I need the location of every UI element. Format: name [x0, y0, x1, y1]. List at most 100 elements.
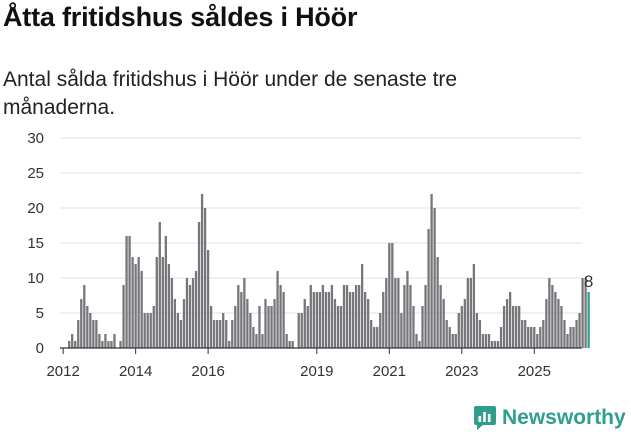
y-tick-label: 30 [27, 130, 44, 147]
bar [270, 306, 273, 348]
bar [545, 299, 548, 348]
bar [285, 334, 288, 348]
bar [219, 320, 222, 348]
bar-latest [587, 292, 590, 348]
bar [273, 299, 276, 348]
bar [406, 271, 409, 348]
bar [421, 306, 424, 348]
bar [86, 306, 89, 348]
bar [98, 334, 101, 348]
bar [249, 313, 252, 348]
bar [551, 285, 554, 348]
bar [137, 257, 140, 348]
bar [511, 306, 515, 348]
bar [333, 299, 337, 348]
bar [146, 313, 149, 348]
bar [424, 285, 427, 348]
bar [143, 313, 146, 348]
bar [502, 306, 506, 348]
bar [542, 320, 545, 348]
bar [234, 306, 237, 348]
bar [505, 299, 509, 348]
bar [179, 320, 183, 348]
bar [481, 334, 485, 348]
bar [152, 306, 155, 348]
bar [267, 306, 270, 348]
y-tick-label: 0 [36, 340, 44, 357]
bar [581, 278, 584, 348]
bar [155, 257, 158, 348]
bar [264, 299, 267, 348]
bar [95, 320, 98, 348]
bar [140, 271, 143, 348]
bar [113, 334, 116, 348]
bar [533, 327, 536, 348]
bar [261, 334, 264, 348]
bar [445, 320, 448, 348]
bar [345, 285, 349, 348]
y-tick-label: 5 [36, 305, 44, 322]
bar [412, 306, 415, 348]
y-tick-label: 25 [27, 165, 44, 182]
bar [364, 292, 367, 348]
bar [315, 292, 318, 348]
bar [379, 313, 382, 348]
bar [321, 285, 325, 348]
bar [442, 299, 445, 348]
bar [330, 285, 334, 348]
bar [487, 334, 491, 348]
bar [176, 313, 180, 348]
bar [548, 278, 551, 348]
bar [403, 285, 406, 348]
bar [563, 320, 566, 348]
bar [164, 236, 167, 348]
bar [354, 285, 358, 348]
bar [557, 299, 560, 348]
bar [367, 299, 370, 348]
bar [560, 306, 563, 348]
bar [107, 341, 110, 348]
bar [484, 334, 488, 348]
x-tick-label: 2016 [191, 363, 224, 380]
bar [74, 341, 77, 348]
bar [128, 236, 131, 348]
bar [92, 320, 95, 348]
bar [539, 327, 542, 348]
bar [472, 264, 476, 348]
bar [339, 306, 343, 348]
bar [200, 194, 204, 348]
latest-value-label: 8 [584, 272, 593, 291]
bar [400, 313, 403, 348]
bar [246, 299, 249, 348]
bar [566, 334, 569, 348]
bar [185, 278, 189, 348]
chart-subtitle: Antal sålda fritidshus i Höör under de s… [3, 68, 458, 119]
bar [83, 285, 86, 348]
bar [158, 222, 161, 348]
bar [373, 327, 376, 348]
x-tick-label: 2021 [373, 363, 406, 380]
bar [149, 313, 152, 348]
bar [572, 327, 575, 348]
bar [80, 299, 83, 348]
bar [125, 236, 128, 348]
bar [188, 285, 192, 348]
bar [231, 320, 234, 348]
bar [68, 341, 71, 348]
bar [351, 292, 355, 348]
bar [448, 327, 451, 348]
bar [167, 264, 170, 348]
bar [521, 320, 524, 348]
bar [194, 271, 198, 348]
bar [222, 313, 225, 348]
bar [578, 313, 581, 348]
bar [360, 264, 364, 348]
bar [391, 243, 394, 348]
bar [161, 257, 164, 348]
bar [104, 334, 107, 348]
bar [258, 306, 261, 348]
bar [131, 257, 134, 348]
bar [463, 299, 466, 348]
bar [336, 306, 340, 348]
